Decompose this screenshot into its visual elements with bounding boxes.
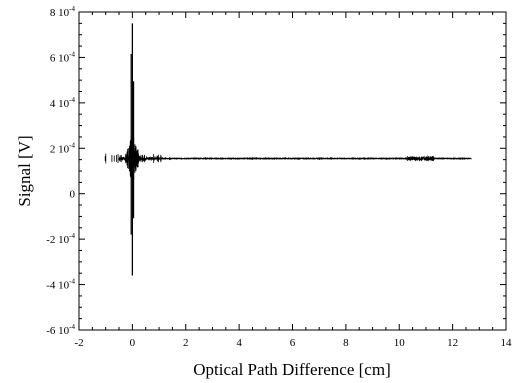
x-tick-label: 2 [183,337,189,349]
y-tick-label: 8 10-4 [50,5,76,19]
plot-frame [78,11,507,331]
y-axis-tick-labels: 8 10-4 6 10-4 4 10-4 2 10-4 0 -2 10-4 -4 10-4 -… [46,5,75,337]
x-axis-tick-labels: -2 0 2 4 6 8 10 12 14 [74,337,512,349]
y-tick-label: 2 10-4 [50,141,76,155]
x-tick-label: 0 [130,337,136,349]
y-axis-label: Signal [V] [15,135,34,206]
x-tick-label: 14 [501,337,513,349]
x-tick-label: 12 [447,337,458,349]
y-tick-label: 6 10-4 [50,50,76,64]
x-axis-ticks [78,12,507,330]
y-axis-ticks [79,11,506,331]
signal-series [104,23,472,276]
x-tick-label: 8 [343,337,349,349]
y-tick-label: -2 10-4 [46,232,75,246]
y-tick-label: -6 10-4 [46,323,75,337]
x-tick-label: 6 [290,337,296,349]
series-trace [118,154,472,163]
x-tick-label: 10 [394,337,406,349]
y-tick-label: 0 [70,189,76,201]
x-tick-label: 4 [236,337,242,349]
y-tick-label: -4 10-4 [46,278,75,292]
y-tick-label: 4 10-4 [50,96,76,110]
x-tick-label: -2 [74,337,83,349]
x-axis-label: Optical Path Difference [cm] [193,360,390,379]
